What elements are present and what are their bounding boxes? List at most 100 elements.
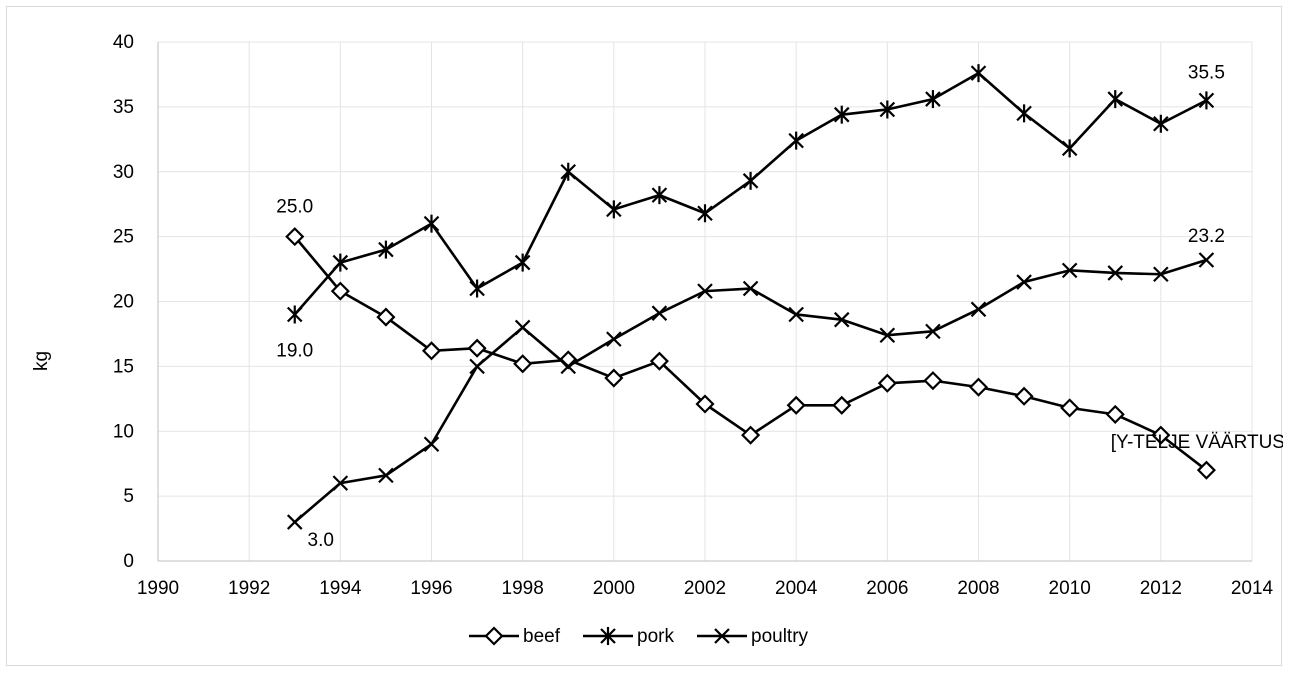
data-label-beef: 25.0 [276, 197, 313, 218]
x-tick-label: 1994 [319, 578, 362, 599]
line-chart: 0 5 10 15 20 25 30 35 40 1990 1992 1994 1996 1998 2000… [31, 32, 1290, 647]
x-tick-label: 1998 [502, 578, 544, 599]
poultry-point [1153, 266, 1169, 283]
poultry-point [742, 280, 759, 297]
poultry-point [286, 514, 303, 530]
poultry-point [606, 331, 622, 347]
x-tick-label: 2002 [684, 578, 726, 599]
beef-point [877, 373, 897, 393]
beef-point [1014, 386, 1034, 406]
x-tick-label: 1992 [228, 578, 270, 599]
beef-point [741, 425, 761, 445]
poultry-point [423, 436, 440, 453]
legend-item-beef: beef [469, 626, 561, 647]
beef-point [604, 368, 624, 388]
beef-point [649, 351, 669, 371]
poultry-point [925, 323, 941, 340]
pork-point [469, 279, 485, 298]
x-tick-label: 2000 [593, 578, 635, 599]
legend-label-poultry: poultry [751, 626, 809, 647]
data-label-beef: [Y-TELJE VÄÄRTUS].0 [1111, 432, 1283, 453]
y-tick-label: 30 [113, 162, 134, 183]
pork-point [1153, 114, 1169, 133]
beef-point [330, 281, 350, 301]
poultry-point [1016, 274, 1032, 290]
poultry-point [560, 358, 577, 375]
gridlines [158, 41, 1253, 561]
pork-point [560, 162, 577, 181]
data-labels: 25.0 19.0 3.0 35.5 23.2 [Y-TELJE VÄÄRTUS].0 [276, 62, 1290, 551]
poultry-point [514, 319, 531, 336]
pork-point [1061, 139, 1078, 158]
legend-item-poultry: poultry [697, 626, 809, 647]
y-tick-label: 35 [113, 97, 134, 118]
legend-label-pork: pork [637, 626, 674, 647]
series-pork [286, 64, 1215, 324]
beef-point [923, 371, 943, 391]
beef-point [376, 307, 396, 327]
x-tick-label: 2006 [866, 578, 908, 599]
legend: beef pork poultry [469, 626, 809, 647]
data-label-pork: 35.5 [1188, 62, 1225, 83]
poultry-point [378, 467, 394, 484]
axes: 0 5 10 15 20 25 30 35 40 1990 1992 1994 1996 1998 2000… [113, 32, 1274, 599]
pork-point [1107, 90, 1124, 109]
x-tick-label: 2012 [1140, 578, 1182, 599]
pork-point [833, 105, 850, 124]
pork-point [879, 100, 896, 119]
legend-item-pork: pork [583, 626, 674, 647]
beef-point [467, 338, 487, 358]
x-tick-label: 1990 [137, 578, 179, 599]
legend-marker-pork [600, 627, 616, 645]
data-label-poultry: 3.0 [308, 530, 334, 551]
pork-point [286, 305, 303, 324]
x-tick-label: 2008 [957, 578, 999, 599]
x-tick-label: 2014 [1231, 578, 1274, 599]
data-label-poultry: 23.2 [1188, 226, 1225, 247]
poultry-point [469, 358, 485, 375]
y-tick-label: 10 [113, 421, 134, 442]
pork-point [1198, 91, 1215, 110]
series-group [285, 64, 1216, 530]
pork-point [378, 240, 394, 259]
x-tick-label: 1996 [410, 578, 452, 599]
y-axis-title: kg [31, 351, 52, 371]
y-tick-label: 0 [123, 551, 134, 572]
pork-point [788, 131, 804, 150]
pork-point [514, 253, 531, 272]
legend-label-beef: beef [523, 626, 561, 647]
poultry-point [833, 311, 850, 328]
legend-marker-poultry [714, 628, 730, 644]
pork-point [1016, 104, 1032, 123]
beef-point [695, 394, 715, 414]
poultry-point [1061, 262, 1078, 279]
x-tick-label: 2004 [775, 578, 818, 599]
pork-point [925, 90, 941, 109]
pork-point [606, 200, 622, 219]
data-label-pork: 19.0 [276, 340, 313, 361]
poultry-point [697, 283, 713, 299]
poultry-point [1198, 252, 1215, 268]
poultry-point [651, 305, 668, 321]
poultry-point [332, 475, 349, 491]
beef-point [421, 341, 442, 361]
beef-point [1196, 460, 1216, 480]
y-tick-label: 15 [113, 356, 134, 377]
legend-marker-beef [484, 626, 504, 646]
pork-point [332, 253, 349, 272]
beef-point [968, 377, 989, 397]
poultry-point [879, 327, 896, 344]
y-tick-label: 5 [123, 486, 134, 507]
pork-point [970, 64, 987, 83]
pork-point [697, 204, 713, 223]
series-poultry [286, 252, 1215, 530]
beef-point [513, 354, 533, 374]
y-tick-label: 40 [113, 32, 134, 53]
beef-point [285, 227, 305, 247]
x-tick-label: 2010 [1049, 578, 1091, 599]
chart-frame: 0 5 10 15 20 25 30 35 40 1990 1992 1994 1996 1998 2000… [6, 6, 1290, 666]
pork-point [651, 186, 668, 205]
y-tick-label: 25 [113, 227, 134, 248]
y-tick-label: 20 [113, 292, 134, 313]
beef-point [832, 395, 852, 415]
